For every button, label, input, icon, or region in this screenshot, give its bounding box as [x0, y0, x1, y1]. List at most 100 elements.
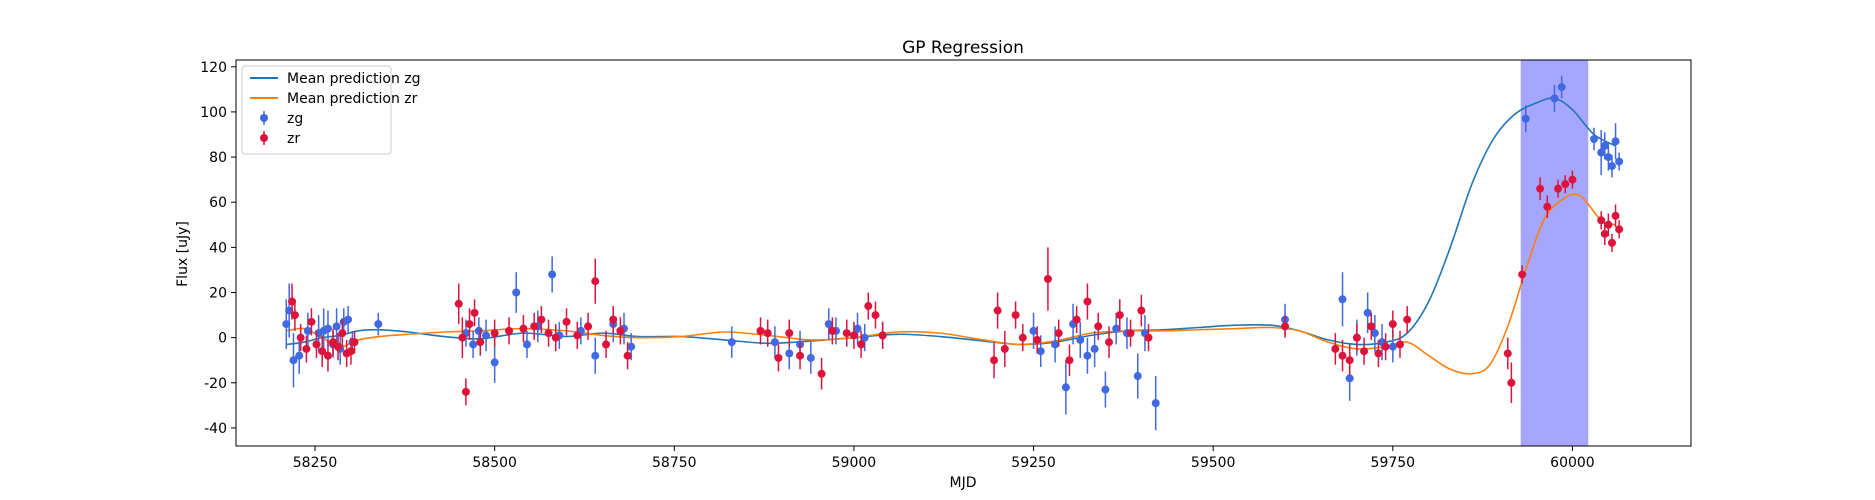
data-point-zr: [1597, 211, 1606, 230]
plot-frame: [235, 59, 1692, 447]
data-point-zr: [519, 315, 528, 343]
y-tick-label: -20: [204, 376, 227, 392]
data-point-zg: [1338, 272, 1347, 327]
legend-label: zg: [287, 111, 303, 127]
data-point-zg: [860, 324, 869, 352]
data-point-zr: [1388, 310, 1397, 338]
data-point-zg: [1061, 360, 1070, 415]
data-point-zr: [544, 319, 553, 347]
legend: Mean prediction zg Mean prediction zr zg zr: [241, 65, 421, 155]
data-point-zr: [1094, 312, 1103, 340]
data-point-zr: [1065, 344, 1074, 377]
y-tick-label: 120: [200, 60, 227, 76]
x-tick-label: 58500: [472, 455, 517, 471]
legend-entry-zg: zg: [260, 111, 303, 127]
legend-label: zr: [287, 131, 300, 147]
data-point-zg: [1611, 123, 1620, 160]
data-point-zg: [1370, 315, 1379, 352]
y-tick: 80: [209, 150, 236, 166]
legend-label: Mean prediction zr: [287, 91, 418, 107]
data-point-zg: [1133, 353, 1142, 399]
legend-entry-mean-prediction-zg: Mean prediction zg: [250, 71, 421, 87]
data-point-zr: [1105, 326, 1113, 358]
data-point-zr: [1381, 333, 1390, 361]
data-point-zr: [828, 317, 837, 345]
data-point-zr: [573, 321, 582, 349]
data-point-zr: [323, 339, 332, 372]
data-point-zr: [584, 312, 593, 340]
data-point-zg: [332, 308, 341, 345]
data-point-zr: [864, 292, 873, 320]
x-axis-label: MJD: [950, 475, 977, 491]
data-point-zg: [1029, 312, 1038, 349]
data-point-zr: [454, 283, 463, 325]
data-point-zr: [1374, 339, 1383, 367]
x-tick: 59750: [1371, 446, 1415, 471]
legend-entry-zr: zr: [260, 131, 300, 147]
y-axis-ticks: -40 -20 0 20 40 60 80 100 120: [200, 60, 236, 437]
data-point-zr: [1367, 312, 1376, 340]
data-point-zr: [1000, 330, 1009, 367]
data-point-zr: [1543, 195, 1552, 219]
data-point-zr: [551, 324, 560, 352]
mean-prediction-zg-line: [286, 97, 1616, 346]
data-point-zg: [1076, 321, 1085, 358]
y-tick: 40: [209, 240, 236, 256]
y-tick: 0: [218, 331, 236, 347]
data-point-zr: [871, 301, 880, 329]
data-point-zg: [1607, 154, 1616, 178]
data-point-zr: [1352, 324, 1361, 352]
data-point-zr: [458, 317, 467, 358]
y-tick-label: 20: [209, 286, 227, 302]
x-tick: 58500: [472, 446, 517, 471]
data-point-zr: [1396, 330, 1404, 358]
y-tick: 120: [200, 60, 236, 76]
data-point-zr: [537, 306, 546, 334]
data-point-zg: [1550, 84, 1559, 112]
data-point-zr: [763, 319, 772, 347]
data-point-zg: [490, 342, 499, 383]
data-point-zr: [505, 317, 514, 345]
data-point-zr: [1568, 170, 1577, 189]
data-point-zr: [796, 342, 805, 370]
data-point-zr: [465, 308, 474, 340]
y-tick: 60: [209, 195, 236, 211]
data-point-zg: [1615, 152, 1624, 171]
y-tick-label: 60: [209, 195, 227, 211]
data-point-zg: [1090, 330, 1099, 367]
data-point-zr: [1083, 283, 1092, 320]
data-point-zg: [824, 308, 833, 340]
data-point-zr: [591, 258, 600, 304]
data-point-zr: [562, 308, 571, 336]
x-tick: 58750: [652, 446, 697, 471]
x-tick-label: 59500: [1191, 455, 1236, 471]
data-point-zg: [1112, 312, 1121, 345]
data-point-zg: [806, 342, 815, 374]
y-tick-label: 80: [209, 150, 227, 166]
data-point-zr: [1604, 213, 1613, 237]
data-point-zr: [1144, 324, 1153, 352]
data-point-zr: [1561, 175, 1570, 194]
data-point-zr: [334, 333, 343, 361]
data-point-zr: [623, 342, 632, 370]
data-point-zr: [1011, 301, 1020, 329]
x-tick: 59500: [1191, 446, 1236, 471]
data-point-zr: [290, 299, 299, 331]
data-point-zr: [1043, 247, 1052, 311]
y-tick-label: 100: [200, 105, 227, 121]
data-point-zr: [878, 321, 887, 349]
data-point-zr: [1503, 337, 1512, 370]
data-point-zr: [1615, 220, 1624, 239]
data-point-zr: [857, 330, 866, 358]
data-point-zr: [993, 292, 1002, 329]
data-point-zr: [1018, 324, 1027, 352]
data-point-zg: [1140, 315, 1149, 352]
x-axis-ticks: 58250 58500 58750 59000 59250 59500 59750 60000: [293, 446, 1595, 471]
chart-title: GP Regression: [902, 38, 1024, 58]
data-point-zr: [530, 312, 539, 340]
data-point-zr: [1554, 179, 1563, 198]
data-point-zr: [1338, 339, 1347, 372]
data-point-zr: [296, 324, 305, 352]
data-point-zg: [512, 272, 521, 313]
